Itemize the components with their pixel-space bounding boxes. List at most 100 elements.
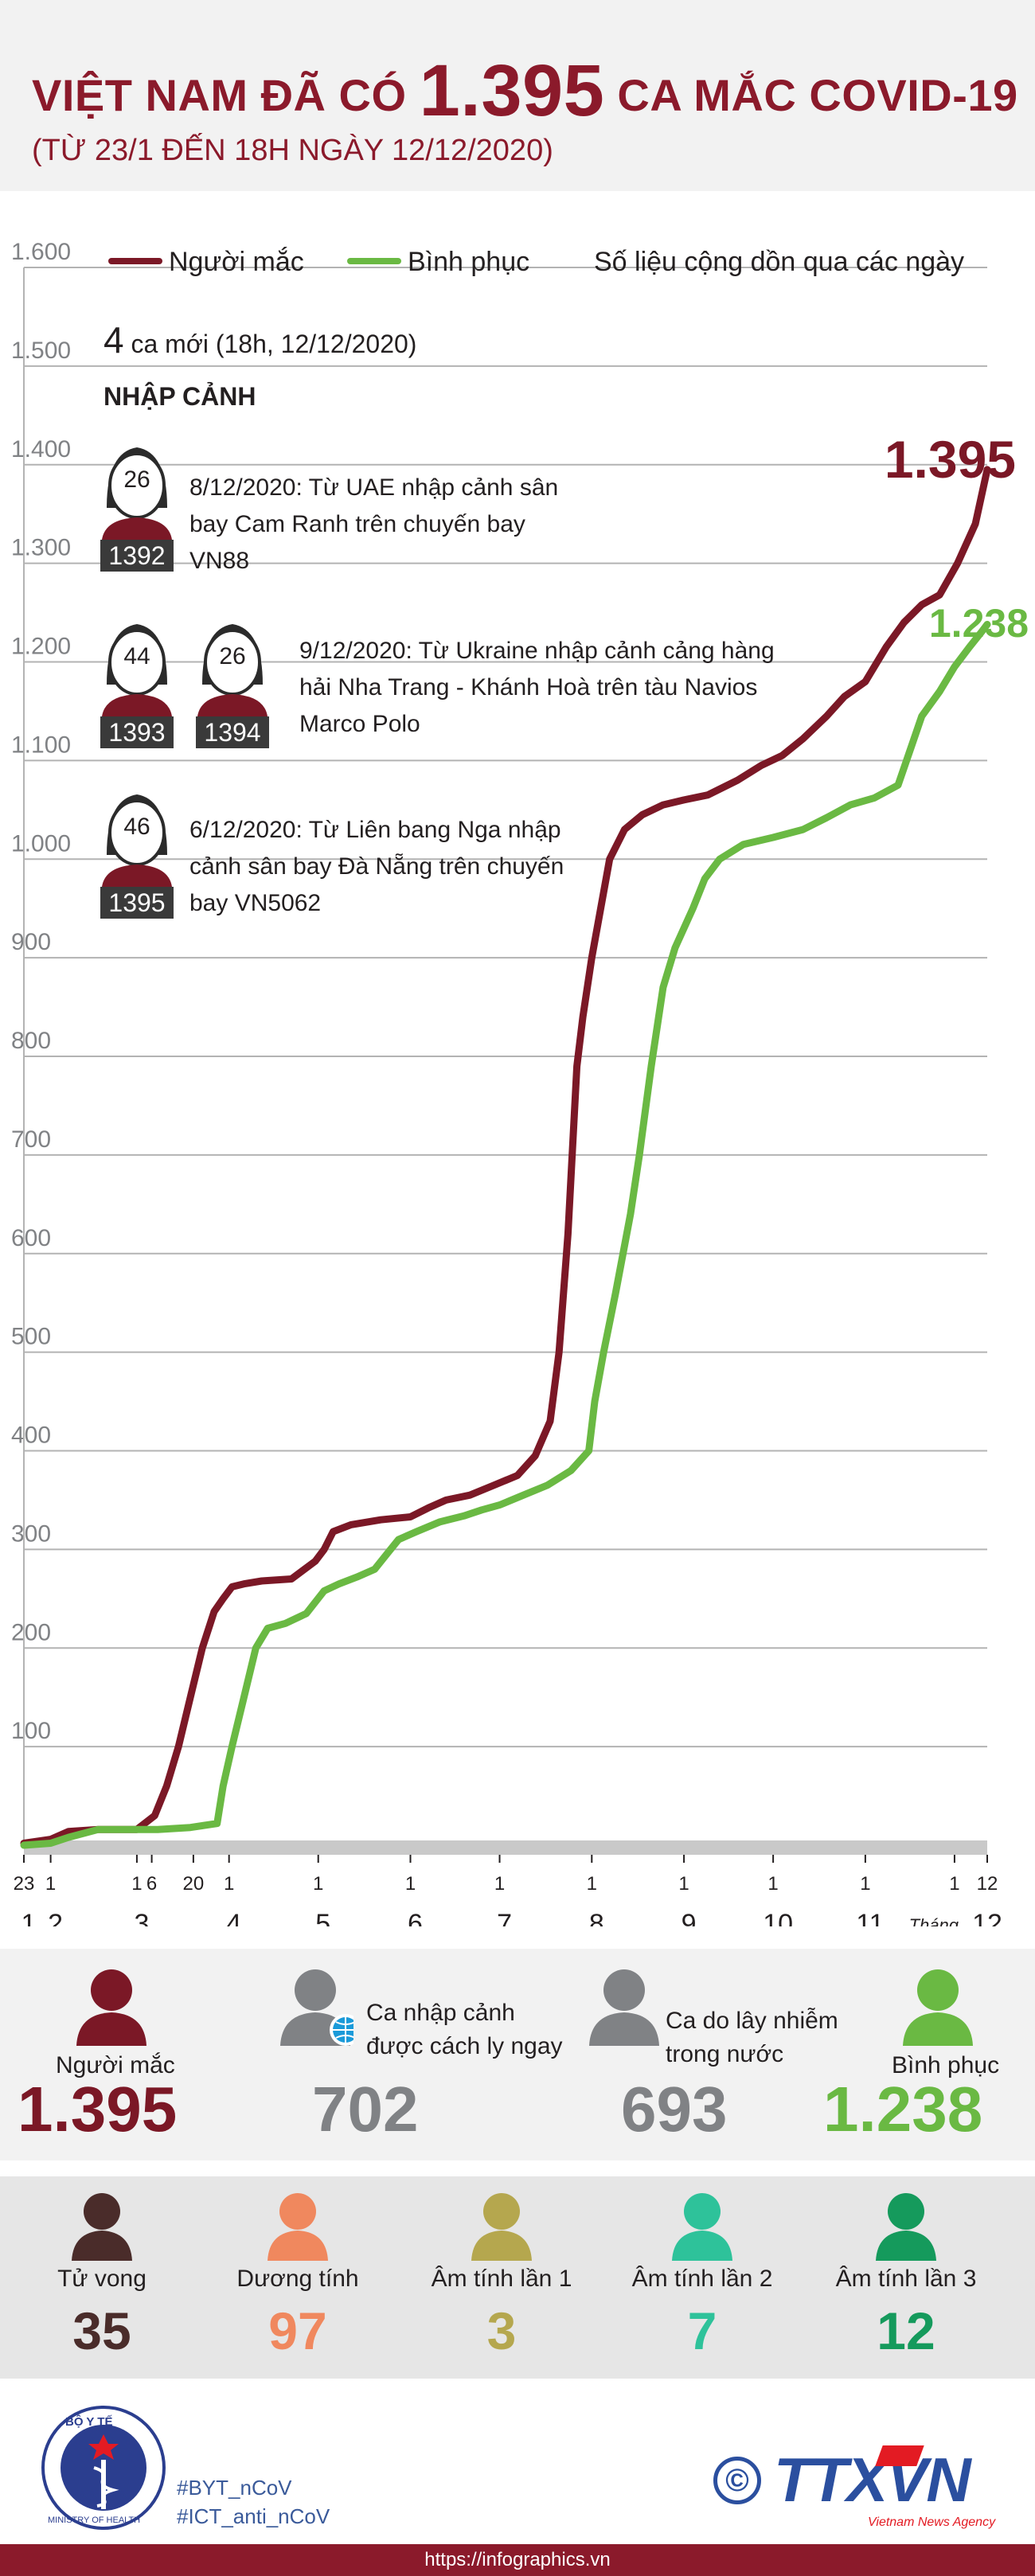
day-tick-label: 1 [587, 1873, 597, 1895]
day-tick-label: 23 [14, 1873, 35, 1895]
y-tick-label: 1.200 [11, 634, 71, 660]
y-tick-label: 800 [11, 1028, 51, 1054]
day-tick-label: 1 [860, 1873, 870, 1895]
cumulative-cases-chart: 100 200 300 400 500 600 700 800 900 1.000 1.100 1.2… [11, 239, 1029, 1926]
patient-avatar: 26 1394 [193, 613, 272, 748]
y-tick-label: 1.400 [11, 436, 71, 463]
patient-avatar: 46 1395 [97, 783, 177, 919]
sub-stat-value: 12 [877, 2301, 935, 2360]
copyright-icon: © [713, 2457, 761, 2504]
patient-avatar: 44 1393 [97, 613, 177, 748]
x-axis-band [24, 1840, 987, 1855]
y-tick-label: 400 [11, 1423, 51, 1449]
hashtag-ict: #ICT_anti_nCoV [177, 2504, 330, 2528]
recovered-end-label: 1.238 [929, 601, 1029, 646]
main-stat-value: 702 [312, 2074, 419, 2145]
footer-url-bar: https://infographics.vn [0, 2544, 1035, 2576]
legend-infected-label: Người mắc [169, 247, 304, 277]
day-tick-label: 1 [131, 1873, 142, 1895]
page-title: VIỆT NAM ĐÃ CÓ 1.395 CA MẮC COVID-19 [32, 49, 1018, 133]
y-tick-label: 500 [11, 1324, 51, 1350]
day-tick-label: 1 [494, 1873, 505, 1895]
recovered-series-line [20, 620, 991, 1849]
sub-stat-label: Âm tính lần 3 [835, 2266, 977, 2292]
sub-stat-label: Dương tính [236, 2266, 359, 2292]
main-stat-label: Ca nhập cảnh được cách ly ngay [366, 2000, 563, 2059]
month-tick-label: 3 [134, 1909, 149, 1926]
case-description: 8/12/2020: Từ UAE nhập cảnh sân bay Cam … [189, 474, 559, 574]
main-stat-value: 1.395 [18, 2074, 178, 2145]
patient-id: 1395 [108, 888, 166, 917]
patient-id: 1394 [204, 718, 261, 747]
new-cases-count: 4 [104, 319, 124, 361]
person-icon [669, 2191, 736, 2265]
y-tick-label: 200 [11, 1619, 51, 1645]
sub-stat-value: 3 [486, 2301, 517, 2360]
month-tick-label: 8 [589, 1909, 604, 1926]
main-stat-value: 1.238 [823, 2074, 983, 2145]
month-tick-label: 2 [48, 1909, 63, 1926]
y-tick-label: 900 [11, 929, 51, 955]
brand-accent [875, 2445, 924, 2466]
patient-id: 1393 [108, 718, 166, 747]
patient-id: 1392 [108, 541, 166, 570]
person-icon [586, 1966, 662, 2050]
patient-avatar: 26 1392 [97, 436, 177, 572]
ttxvn-brand: TTXVN [774, 2445, 971, 2515]
main-stat-label: Người mắc [56, 2052, 175, 2078]
day-tick-label: 1 [224, 1873, 234, 1895]
sub-stat-value: 97 [268, 2301, 327, 2360]
day-tick-label: 1 [405, 1873, 416, 1895]
sub-stat-label: Tử vong [57, 2266, 146, 2292]
y-tick-label: 700 [11, 1126, 51, 1153]
patient-age: 26 [219, 643, 246, 669]
person-mask-icon [100, 624, 174, 748]
person-mask-icon [196, 624, 269, 748]
patient-age: 44 [123, 643, 150, 669]
section-heading: NHẬP CẢNH [104, 382, 256, 411]
patient-age: 46 [123, 814, 150, 840]
hashtag-byt: #BYT_nCoV [177, 2476, 292, 2500]
person-globe-icon [277, 1966, 361, 2050]
month-tick-label: 4 [226, 1909, 241, 1926]
sub-stat-value: 7 [687, 2301, 717, 2360]
y-tick-label: 100 [11, 1718, 51, 1744]
day-tick-label: 1 [767, 1873, 778, 1895]
legend-note: Số liệu cộng dồn qua các ngày [594, 247, 964, 277]
day-tick-label: 1 [949, 1873, 959, 1895]
y-tick-label: 1.500 [11, 338, 71, 364]
title-suffix: CA MẮC COVID-19 [617, 70, 1018, 120]
main-stat-label: Bình phục [892, 2052, 1000, 2078]
day-tick-label: 1 [678, 1873, 689, 1895]
day-tick-label: 12 [977, 1873, 998, 1895]
month-tick-label: 11 [856, 1909, 884, 1926]
y-tick-label: 1.300 [11, 535, 71, 561]
footer-url[interactable]: https://infographics.vn [424, 2549, 611, 2570]
new-cases-text: ca mới (18h, 12/12/2020) [131, 330, 417, 358]
main-stats-band [0, 1949, 1035, 2160]
infected-end-label: 1.395 [885, 430, 1016, 489]
person-icon [264, 2191, 331, 2265]
person-icon [873, 2191, 939, 2265]
sub-stat-label: Âm tính lần 1 [431, 2266, 572, 2292]
logo-text-bottom: MINISTRY OF HEALTH [48, 2516, 141, 2525]
person-mask-icon [100, 794, 174, 919]
brand-subtitle: Vietnam News Agency [868, 2516, 996, 2529]
month-tick-label: 7 [497, 1909, 512, 1926]
day-tick-label: 1 [313, 1873, 323, 1895]
person-icon [73, 1966, 150, 2050]
title-number: 1.395 [419, 50, 605, 131]
person-icon [900, 1966, 976, 2050]
sub-stat-label: Âm tính lần 2 [631, 2266, 773, 2292]
legend-recovered-label: Bình phục [408, 247, 529, 277]
header-band [0, 0, 1035, 191]
month-tick-label: 12 [972, 1909, 1002, 1926]
case-description: 9/12/2020: Từ Ukraine nhập cảnh cảng hàn… [299, 638, 775, 737]
person-icon [468, 2191, 535, 2265]
logo-text-top: BỘ Y TẾ [65, 2415, 113, 2429]
patient-age: 26 [123, 466, 150, 493]
ministry-of-health-logo [41, 2406, 166, 2530]
month-tick-label: 9 [682, 1909, 697, 1926]
main-stat-value: 693 [621, 2074, 728, 2145]
y-tick-label: 1.000 [11, 830, 71, 857]
